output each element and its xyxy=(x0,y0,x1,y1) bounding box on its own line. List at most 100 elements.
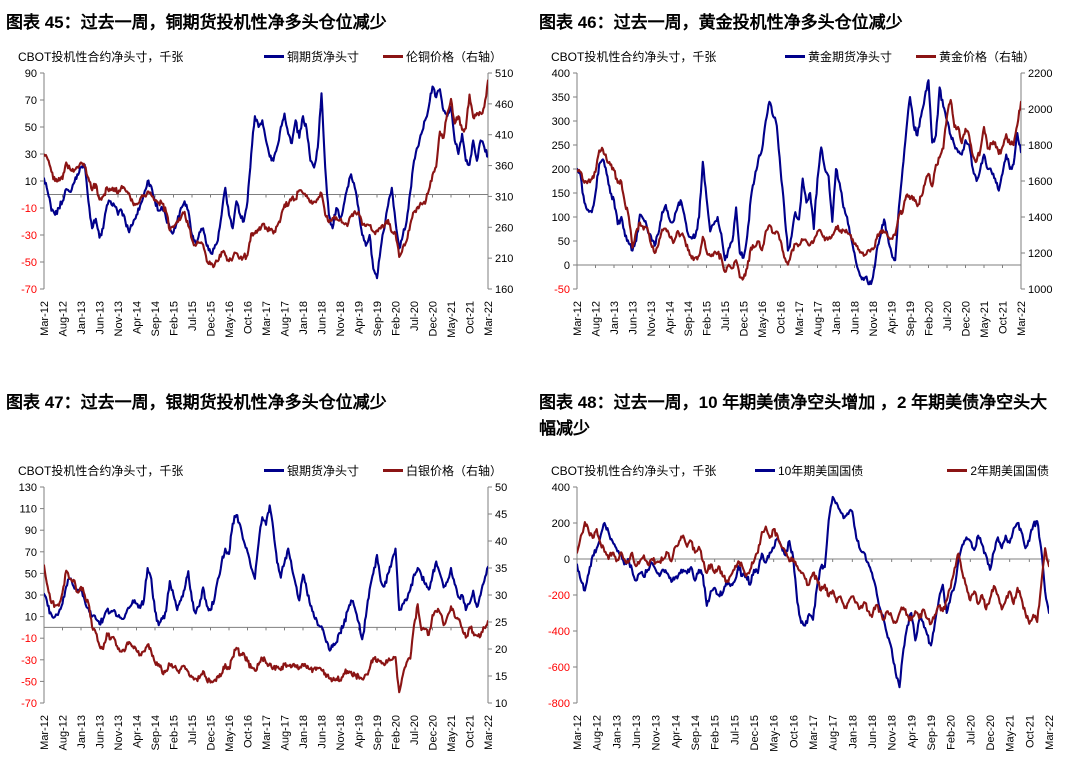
x-tick-label: Dec-20 xyxy=(428,301,440,336)
x-tick-label: Jun-13 xyxy=(95,301,107,335)
right-y-tick-label: 510 xyxy=(495,68,513,80)
right-y-tick-label: 1800 xyxy=(1028,140,1052,152)
x-tick-label: Jul-15 xyxy=(187,301,199,331)
series-line-0 xyxy=(577,79,1021,286)
right-y-tick-label: 25 xyxy=(495,617,507,629)
right-y-tick-label: 1000 xyxy=(1028,284,1052,296)
legend-item: 黄金价格（右轴） xyxy=(915,48,1035,65)
x-tick-label: Jan-18 xyxy=(831,301,843,335)
x-tick-label: Dec-15 xyxy=(206,301,218,336)
left-y-tick-label: -70 xyxy=(21,284,37,296)
x-tick-label: May-21 xyxy=(446,301,458,338)
figure-48-title: 图表 48：过去一周，10 年期美债净空头增加 ，2 年期美债净空头大幅减少 xyxy=(539,393,1048,438)
x-tick-label: May-16 xyxy=(757,301,769,338)
x-tick-label: Oct-16 xyxy=(776,301,788,334)
x-tick-label: Nov-18 xyxy=(335,301,347,336)
right-y-tick-label: 260 xyxy=(495,222,513,234)
x-tick-label: Mar-12 xyxy=(572,301,584,336)
x-tick-label: Oct-21 xyxy=(1024,715,1036,748)
left-y-tick-label: 50 xyxy=(25,568,37,580)
left-y-tick-label: 110 xyxy=(19,504,37,516)
series-line-1 xyxy=(577,521,1049,626)
left-y-tick-label: 0 xyxy=(564,260,570,272)
x-tick-label: Sep-14 xyxy=(690,715,702,750)
x-tick-label: Jun-18 xyxy=(317,301,329,335)
x-tick-label: Oct-21 xyxy=(465,301,477,334)
x-tick-label: May-21 xyxy=(979,301,991,338)
right-y-tick-label: 310 xyxy=(495,191,513,203)
x-tick-label: Mar-17 xyxy=(261,715,273,750)
x-tick-label: Nov-18 xyxy=(887,715,899,750)
x-tick-label: Jun-13 xyxy=(631,715,643,749)
figure-46-title: 图表 46：过去一周，黄金投机性净多头仓位减少 xyxy=(539,13,903,32)
legend-line-swatch xyxy=(915,55,936,58)
right-y-tick-label: 15 xyxy=(495,671,507,683)
figure-47-plot: 130 110 90 70 50 30 10 -10 -30 -50 -70 50 45 40 35 30 25… xyxy=(19,482,508,752)
left-y-tick-label: 200 xyxy=(552,518,570,530)
left-y-tick-label: 400 xyxy=(552,482,570,494)
x-tick-label: May-21 xyxy=(446,715,458,752)
figure-47-title: 图表 47：过去一周，银期货投机性净多头仓位减少 xyxy=(6,393,387,412)
figure-48: 图表 48：过去一周，10 年期美债净空头增加 ，2 年期美债净空头大幅减少 C… xyxy=(533,380,1065,779)
x-tick-label: Aug-12 xyxy=(58,301,70,336)
x-tick-label: Mar-22 xyxy=(1016,301,1028,336)
left-y-tick-label: -200 xyxy=(548,590,570,602)
left-y-tick-label: -50 xyxy=(554,284,570,296)
x-tick-label: May-16 xyxy=(224,301,236,338)
figure-45: 图表 45：过去一周，铜期货投机性净多头仓位减少 CBOT投机性合约净头寸，千张… xyxy=(0,0,532,380)
x-tick-label: Dec-20 xyxy=(428,715,440,750)
legend-label: 2年期美国国债 xyxy=(970,464,1049,478)
left-y-tick-label: -70 xyxy=(21,698,37,710)
x-tick-label: Apr-14 xyxy=(132,715,144,748)
axis-unit-label: CBOT投机性合约净头寸，千张 xyxy=(18,50,184,64)
x-tick-label: Apr-19 xyxy=(354,301,366,334)
legend-item: 银期货净头寸 xyxy=(263,462,359,479)
x-tick-label: Oct-21 xyxy=(998,301,1010,334)
x-tick-label: Aug-17 xyxy=(813,301,825,336)
legend-line-swatch xyxy=(382,469,403,472)
axes: 400 350 300 250 200 150 100 50 0 -50 2200 2000 1800 1… xyxy=(552,68,1053,338)
series-line-0 xyxy=(44,85,488,280)
x-tick-label: Jul-20 xyxy=(942,301,954,331)
figure-47-legend: 银期货净头寸 白银价格（右轴） xyxy=(263,462,502,479)
legend-label: 伦铜价格（右轴） xyxy=(405,50,502,64)
left-y-tick-label: 50 xyxy=(25,122,37,134)
left-y-tick-label: 130 xyxy=(19,482,37,494)
figure-47: 图表 47：过去一周，银期货投机性净多头仓位减少 CBOT投机性合约净头寸，千张… xyxy=(0,380,532,779)
x-tick-label: Mar-17 xyxy=(794,301,806,336)
left-y-tick-label: 0 xyxy=(564,554,570,566)
figure-46-plot: 400 350 300 250 200 150 100 50 0 -50 2200 2000 1800 1… xyxy=(552,68,1053,338)
x-tick-label: Jul-15 xyxy=(187,715,199,745)
left-y-tick-label: 30 xyxy=(25,149,37,161)
x-tick-label: Dec-15 xyxy=(749,715,761,750)
x-tick-label: Feb-15 xyxy=(710,715,722,750)
x-tick-label: Mar-12 xyxy=(572,715,584,750)
x-tick-label: Jun-18 xyxy=(850,301,862,335)
right-y-tick-label: 35 xyxy=(495,563,507,575)
left-y-tick-label: -50 xyxy=(21,676,37,688)
x-tick-label: Feb-20 xyxy=(391,301,403,336)
x-tick-label: Jun-18 xyxy=(867,715,879,749)
x-tick-label: Nov-13 xyxy=(646,301,658,336)
legend-label: 银期货净头寸 xyxy=(286,464,359,478)
left-y-tick-label: -600 xyxy=(548,662,570,674)
series-line-0 xyxy=(577,495,1049,689)
x-tick-label: Jun-13 xyxy=(95,715,107,749)
x-tick-label: Apr-19 xyxy=(354,715,366,748)
x-tick-label: Sep-14 xyxy=(683,301,695,336)
x-tick-label: Apr-19 xyxy=(887,301,899,334)
x-tick-label: Apr-14 xyxy=(132,301,144,334)
x-tick-label: Jan-18 xyxy=(298,715,310,749)
left-y-tick-label: 70 xyxy=(25,95,37,107)
series-line-1 xyxy=(577,98,1021,281)
x-tick-label: Oct-21 xyxy=(465,715,477,748)
left-y-tick-label: -30 xyxy=(21,230,37,242)
right-y-tick-label: 40 xyxy=(495,536,507,548)
x-tick-label: Oct-16 xyxy=(243,301,255,334)
left-y-tick-label: 250 xyxy=(552,140,570,152)
legend-line-swatch xyxy=(784,55,805,58)
x-tick-label: Oct-16 xyxy=(788,715,800,748)
legend-label: 黄金价格（右轴） xyxy=(938,50,1035,64)
x-tick-label: Jan-13 xyxy=(76,715,88,749)
x-tick-label: Apr-19 xyxy=(906,715,918,748)
